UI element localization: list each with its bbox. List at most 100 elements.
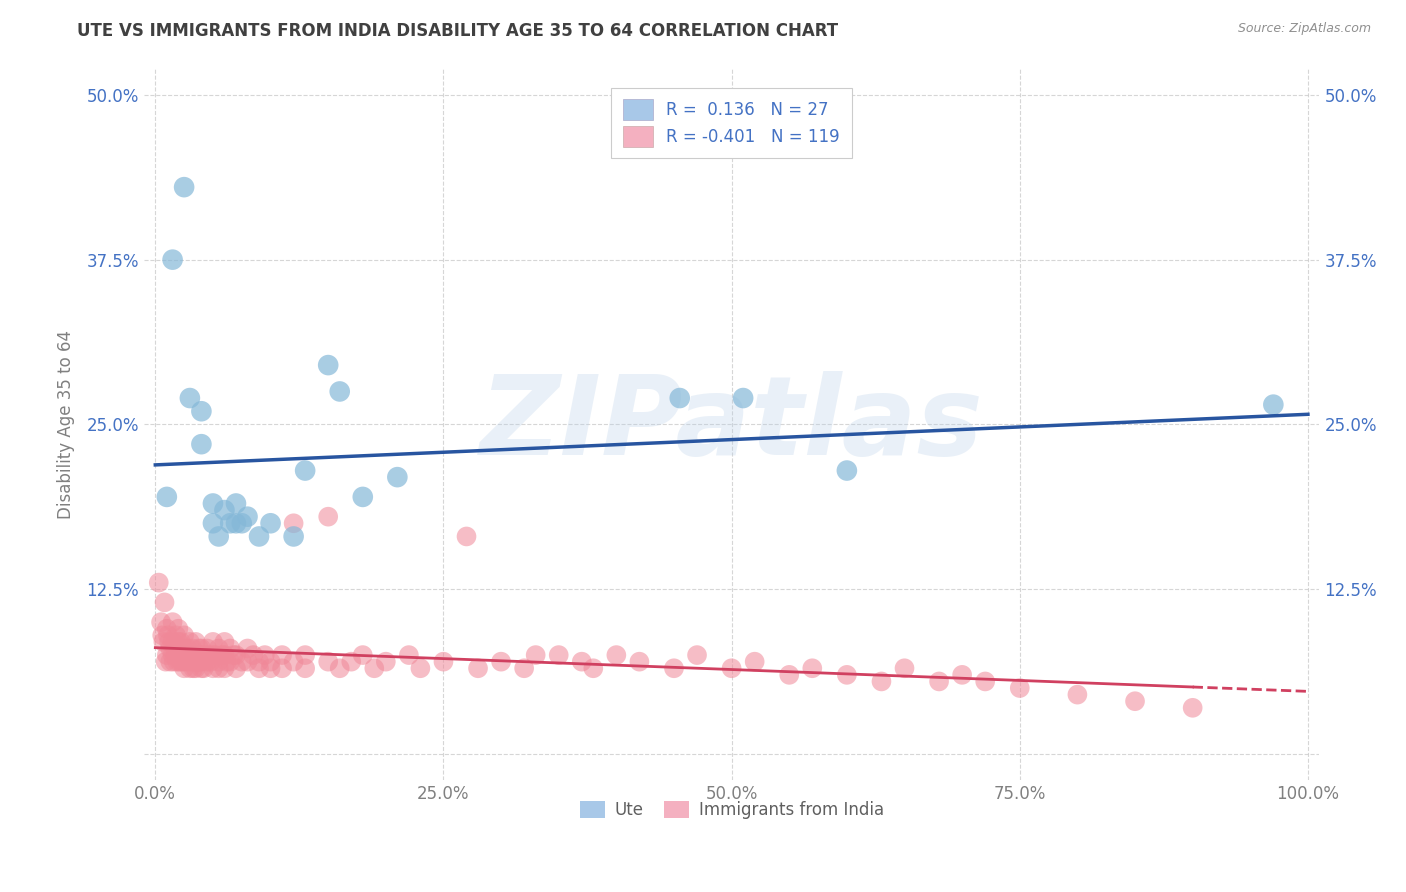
Point	[950, 668, 973, 682]
Point	[188, 655, 211, 669]
Point	[162, 252, 184, 267]
Point	[181, 641, 204, 656]
Point	[1066, 688, 1088, 702]
Point	[467, 661, 489, 675]
Text: UTE VS IMMIGRANTS FROM INDIA DISABILITY AGE 35 TO 64 CORRELATION CHART: UTE VS IMMIGRANTS FROM INDIA DISABILITY …	[77, 22, 838, 40]
Point	[1263, 398, 1285, 412]
Point	[156, 628, 179, 642]
Point	[259, 516, 281, 531]
Point	[190, 404, 212, 418]
Point	[259, 655, 281, 669]
Point	[720, 661, 742, 675]
Point	[167, 622, 190, 636]
Point	[1181, 701, 1204, 715]
Point	[374, 655, 396, 669]
Point	[208, 529, 231, 543]
Point	[329, 661, 352, 675]
Point	[183, 648, 205, 662]
Point	[231, 516, 253, 531]
Point	[247, 661, 270, 675]
Text: ZIPatlas: ZIPatlas	[479, 371, 983, 478]
Point	[432, 655, 454, 669]
Point	[271, 648, 294, 662]
Point	[778, 668, 800, 682]
Point	[188, 648, 211, 662]
Point	[236, 509, 259, 524]
Point	[165, 648, 187, 662]
Point	[193, 648, 215, 662]
Point	[153, 595, 176, 609]
Point	[156, 648, 179, 662]
Point	[215, 655, 238, 669]
Point	[208, 661, 231, 675]
Point	[214, 503, 236, 517]
Point	[179, 661, 201, 675]
Point	[188, 641, 211, 656]
Point	[247, 529, 270, 543]
Point	[733, 391, 755, 405]
Point	[190, 661, 212, 675]
Point	[329, 384, 352, 399]
Point	[152, 635, 174, 649]
Point	[156, 622, 179, 636]
Point	[662, 661, 685, 675]
Point	[208, 641, 231, 656]
Point	[195, 655, 218, 669]
Point	[163, 655, 186, 669]
Point	[169, 648, 191, 662]
Point	[167, 635, 190, 649]
Point	[225, 648, 247, 662]
Point	[190, 437, 212, 451]
Point	[157, 635, 180, 649]
Point	[173, 661, 195, 675]
Point	[162, 648, 184, 662]
Point	[524, 648, 547, 662]
Point	[190, 655, 212, 669]
Point	[316, 358, 339, 372]
Point	[605, 648, 627, 662]
Point	[155, 655, 177, 669]
Point	[166, 655, 188, 669]
Point	[409, 661, 432, 675]
Point	[489, 655, 512, 669]
Legend: Ute, Immigrants from India: Ute, Immigrants from India	[572, 794, 890, 825]
Point	[173, 628, 195, 642]
Point	[169, 635, 191, 649]
Point	[835, 668, 858, 682]
Point	[201, 661, 224, 675]
Point	[214, 635, 236, 649]
Point	[173, 655, 195, 669]
Point	[184, 635, 207, 649]
Point	[513, 661, 536, 675]
Point	[156, 490, 179, 504]
Point	[893, 661, 915, 675]
Point	[744, 655, 766, 669]
Point	[208, 655, 231, 669]
Point	[170, 641, 193, 656]
Point	[231, 655, 253, 669]
Point	[150, 615, 173, 629]
Point	[225, 496, 247, 510]
Point	[571, 655, 593, 669]
Point	[870, 674, 893, 689]
Point	[163, 641, 186, 656]
Point	[352, 648, 374, 662]
Point	[686, 648, 709, 662]
Point	[179, 391, 201, 405]
Y-axis label: Disability Age 35 to 64: Disability Age 35 to 64	[58, 330, 75, 519]
Point	[363, 661, 385, 675]
Point	[150, 628, 173, 642]
Point	[547, 648, 569, 662]
Point	[236, 641, 259, 656]
Point	[247, 655, 270, 669]
Point	[214, 661, 236, 675]
Point	[668, 391, 690, 405]
Point	[201, 635, 224, 649]
Point	[177, 648, 200, 662]
Point	[456, 529, 478, 543]
Point	[628, 655, 651, 669]
Point	[225, 516, 247, 531]
Point	[398, 648, 420, 662]
Point	[222, 648, 245, 662]
Point	[204, 648, 226, 662]
